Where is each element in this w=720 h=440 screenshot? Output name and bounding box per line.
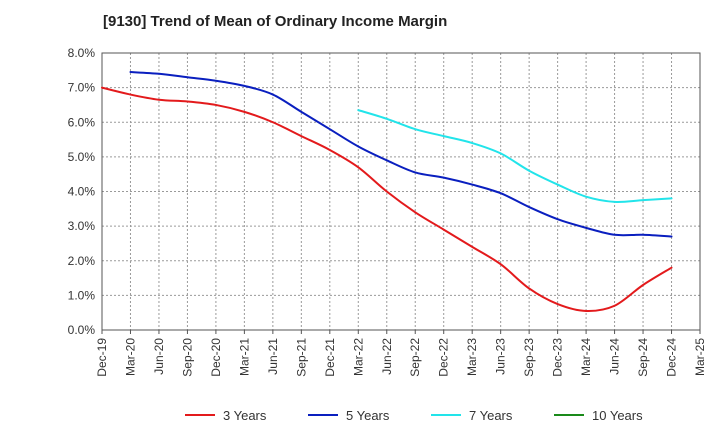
x-tick-label: Sep-24	[636, 338, 650, 377]
x-tick-label: Mar-22	[351, 338, 365, 376]
x-tick-label: Dec-22	[437, 338, 451, 377]
legend-label: 5 Years	[346, 408, 390, 423]
x-tick-label: Jun-24	[608, 338, 622, 375]
x-tick-label: Jun-22	[380, 338, 394, 375]
legend-label: 7 Years	[469, 408, 513, 423]
x-tick-label: Jun-20	[152, 338, 166, 375]
x-tick-label: Sep-20	[180, 338, 194, 377]
x-tick-label: Mar-23	[465, 338, 479, 376]
x-tick-label: Dec-21	[323, 338, 337, 377]
y-tick-label: 1.0%	[68, 288, 96, 302]
x-tick-label: Dec-24	[665, 338, 679, 377]
x-tick-label: Dec-23	[551, 338, 565, 377]
x-tick-label: Jun-23	[494, 338, 508, 375]
series-line-5-years	[129, 71, 673, 238]
x-tick-label: Mar-21	[237, 338, 251, 376]
chart-title: [9130] Trend of Mean of Ordinary Income …	[103, 13, 448, 30]
x-tick-label: Mar-20	[123, 338, 137, 376]
x-tick-label: Sep-23	[522, 338, 536, 377]
y-tick-label: 0.0%	[68, 323, 96, 337]
x-tick-labels: Dec-19 Mar-20 Jun-20 Sep-20 Dec-20 Mar-21 Jun-…	[95, 338, 707, 377]
y-tick-label: 5.0%	[68, 150, 96, 164]
x-tick-label: Sep-22	[408, 338, 422, 377]
x-tick-label: Jun-21	[266, 338, 280, 375]
y-tick-label: 3.0%	[68, 219, 96, 233]
series-layer	[101, 71, 673, 312]
series-line-7-years	[357, 109, 673, 204]
x-tick-label: Mar-25	[693, 338, 707, 376]
y-tick-labels: 0.0% 1.0% 2.0% 3.0% 4.0% 5.0% 6.0% 7.0% 8.0%	[68, 46, 96, 337]
plot-area-border	[101, 52, 701, 331]
x-tick-label: Sep-21	[294, 338, 308, 377]
legend: 3 Years 5 Years 7 Years 10 Years	[185, 408, 643, 423]
x-tick-label: Dec-20	[209, 338, 223, 377]
y-tick-label: 8.0%	[68, 46, 96, 60]
x-tick-label: Mar-24	[579, 338, 593, 376]
y-tick-label: 4.0%	[68, 185, 96, 199]
y-tick-label: 6.0%	[68, 115, 96, 129]
grid-layer	[102, 52, 700, 330]
axis-layer	[101, 52, 701, 334]
legend-label: 3 Years	[223, 408, 267, 423]
series-line-3-years	[101, 86, 673, 312]
x-tick-label: Dec-19	[95, 338, 109, 377]
legend-label: 10 Years	[592, 408, 643, 423]
y-tick-label: 2.0%	[68, 254, 96, 268]
y-tick-label: 7.0%	[68, 81, 96, 95]
